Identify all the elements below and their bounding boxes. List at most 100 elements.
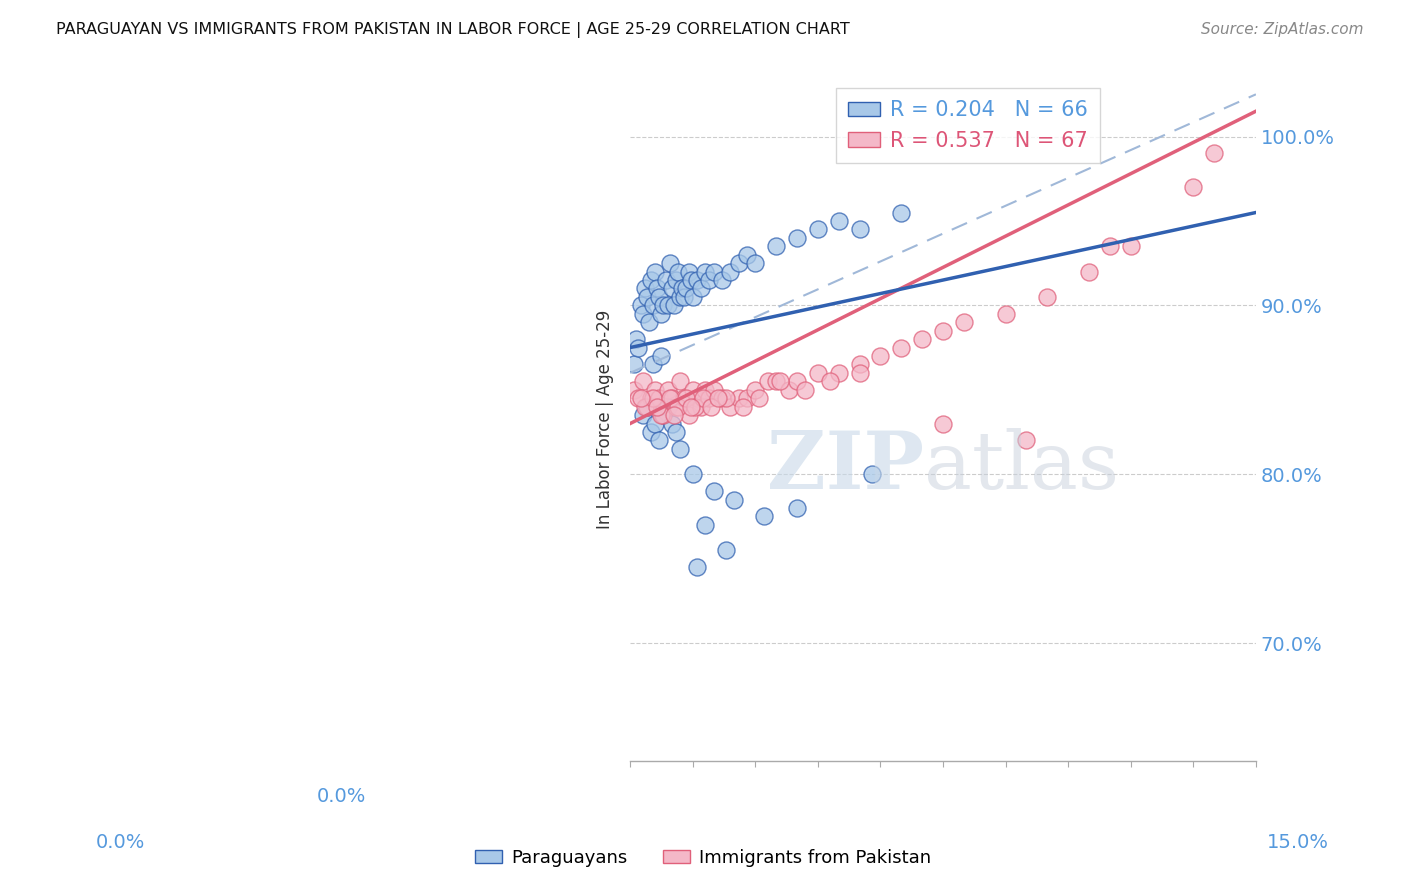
Point bbox=[648, 290, 671, 304]
Point bbox=[640, 273, 662, 287]
Point bbox=[953, 315, 976, 329]
Point bbox=[673, 290, 696, 304]
Y-axis label: In Labor Force | Age 25-29: In Labor Force | Age 25-29 bbox=[596, 310, 614, 529]
Point bbox=[1182, 180, 1205, 194]
Point bbox=[679, 273, 702, 287]
Point bbox=[735, 248, 758, 262]
Point bbox=[714, 543, 737, 558]
Point bbox=[630, 391, 652, 405]
Point bbox=[744, 256, 766, 270]
Point bbox=[671, 281, 693, 295]
Point bbox=[706, 391, 728, 405]
Point bbox=[727, 256, 749, 270]
Point bbox=[699, 391, 721, 405]
Point bbox=[641, 298, 664, 312]
Point bbox=[848, 358, 870, 372]
Point bbox=[682, 383, 704, 397]
Point bbox=[645, 400, 668, 414]
Point bbox=[679, 400, 702, 414]
Point bbox=[778, 383, 800, 397]
Point bbox=[650, 307, 672, 321]
Point bbox=[703, 383, 725, 397]
Point bbox=[627, 341, 650, 355]
Point bbox=[786, 231, 808, 245]
Point bbox=[848, 366, 870, 380]
Point bbox=[634, 281, 657, 295]
Point bbox=[769, 375, 792, 389]
Point bbox=[665, 273, 688, 287]
Point bbox=[718, 264, 741, 278]
Point bbox=[636, 290, 658, 304]
Point bbox=[765, 239, 787, 253]
Point bbox=[631, 375, 654, 389]
Point bbox=[666, 264, 689, 278]
Point bbox=[657, 383, 679, 397]
Point bbox=[1119, 239, 1142, 253]
Point bbox=[678, 408, 700, 422]
Point bbox=[666, 400, 689, 414]
Point bbox=[700, 400, 723, 414]
Point bbox=[648, 391, 671, 405]
Point bbox=[695, 383, 717, 397]
Point bbox=[623, 358, 645, 372]
Point bbox=[623, 383, 645, 397]
Point bbox=[1036, 290, 1059, 304]
Point bbox=[641, 358, 664, 372]
Text: 15.0%: 15.0% bbox=[1267, 833, 1329, 853]
Point bbox=[650, 408, 672, 422]
Point bbox=[631, 408, 654, 422]
Point bbox=[786, 500, 808, 515]
Point bbox=[932, 324, 955, 338]
Point bbox=[1015, 434, 1038, 448]
Point bbox=[683, 400, 706, 414]
Point bbox=[665, 425, 688, 439]
Text: 0.0%: 0.0% bbox=[318, 787, 367, 805]
Point bbox=[669, 375, 692, 389]
Point bbox=[686, 391, 709, 405]
Point bbox=[994, 307, 1017, 321]
Point bbox=[710, 273, 733, 287]
Point bbox=[735, 391, 758, 405]
Text: ZIP: ZIP bbox=[768, 428, 924, 506]
Point bbox=[644, 264, 666, 278]
Point bbox=[718, 400, 741, 414]
Point bbox=[652, 298, 675, 312]
Point bbox=[807, 366, 830, 380]
Point bbox=[1098, 239, 1121, 253]
Point bbox=[658, 391, 681, 405]
Point bbox=[1204, 146, 1226, 161]
Point bbox=[665, 400, 688, 414]
Point bbox=[661, 391, 683, 405]
Point bbox=[644, 417, 666, 431]
Point bbox=[690, 400, 713, 414]
Point bbox=[669, 290, 692, 304]
Point bbox=[652, 408, 675, 422]
Text: atlas: atlas bbox=[924, 428, 1119, 506]
Point bbox=[640, 425, 662, 439]
Point bbox=[650, 349, 672, 363]
Point bbox=[744, 383, 766, 397]
Point bbox=[703, 264, 725, 278]
Point bbox=[627, 391, 650, 405]
Point bbox=[692, 391, 714, 405]
Point bbox=[662, 408, 685, 422]
Point bbox=[626, 332, 648, 346]
Point bbox=[699, 273, 721, 287]
Point bbox=[686, 560, 709, 574]
Point bbox=[645, 281, 668, 295]
Point bbox=[638, 315, 661, 329]
Point bbox=[657, 298, 679, 312]
Text: 0.0%: 0.0% bbox=[96, 833, 145, 853]
Point bbox=[630, 298, 652, 312]
Point bbox=[794, 383, 817, 397]
Point bbox=[890, 205, 912, 219]
Point bbox=[654, 273, 676, 287]
Point bbox=[686, 273, 709, 287]
Point bbox=[869, 349, 891, 363]
Point bbox=[765, 375, 787, 389]
Point bbox=[644, 383, 666, 397]
Point bbox=[848, 222, 870, 236]
Point bbox=[648, 434, 671, 448]
Point bbox=[673, 391, 696, 405]
Point bbox=[703, 484, 725, 499]
